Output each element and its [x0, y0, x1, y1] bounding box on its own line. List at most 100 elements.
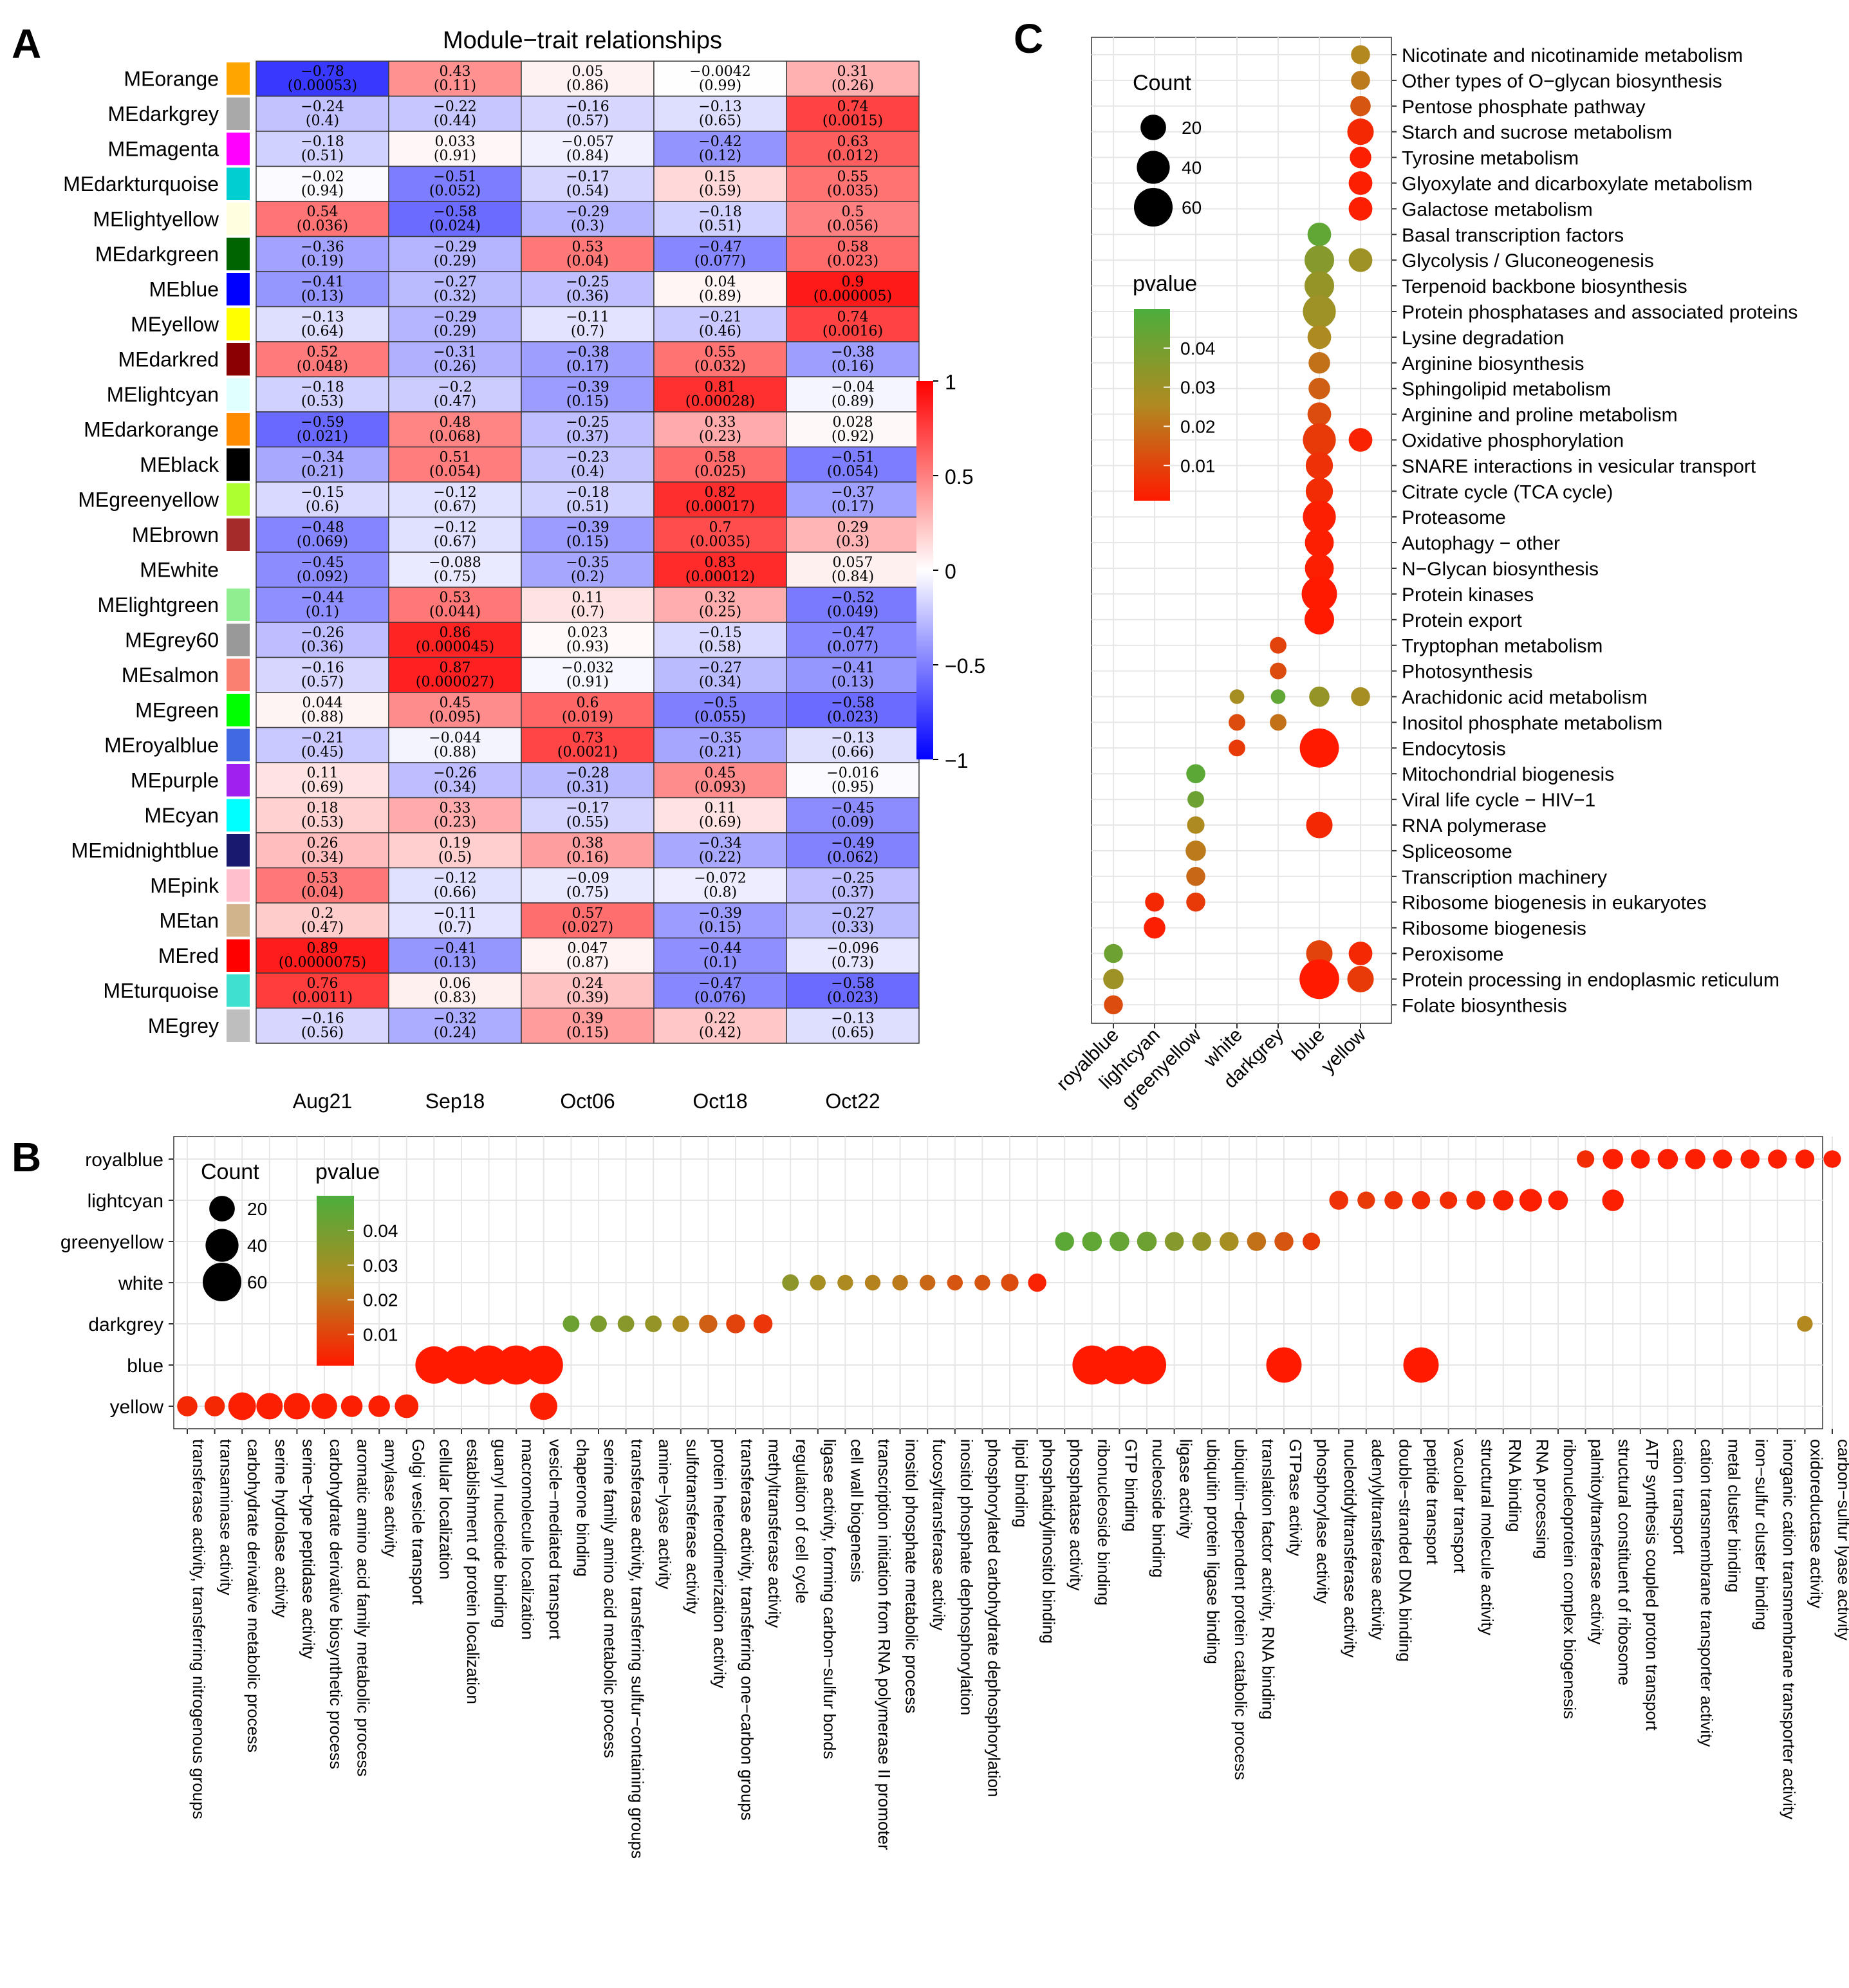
heatmap-cell-p: (0.11) — [434, 78, 476, 94]
heatmap-cell-p: (0.055) — [694, 709, 746, 725]
kegg-pathway-label: Spliceosome — [1402, 841, 1512, 862]
heatmap-cell-p: (0.95) — [832, 779, 874, 795]
heatmap-cell — [521, 552, 655, 588]
panel-label-b-c: C — [1014, 15, 1043, 62]
module-row-label: MEgreen — [135, 698, 219, 721]
heatmap-cell — [786, 622, 920, 658]
go-term-label: transaminase activity — [217, 1439, 236, 1595]
go-dot — [837, 1274, 853, 1291]
kegg-dot — [1348, 197, 1373, 221]
go-dot — [699, 1314, 718, 1333]
heatmap-cell-p: (0.024) — [429, 218, 481, 234]
kegg-dot — [1229, 714, 1245, 731]
heatmap-cell-r: 0.58 — [705, 450, 736, 466]
heatmap-cell-p: (0.12) — [699, 148, 741, 164]
heatmap-cell — [653, 95, 787, 132]
kegg-pathway-label: Basal transcription factors — [1402, 225, 1624, 246]
heatmap-cell — [521, 481, 655, 518]
heatmap-cell-r: −0.29 — [566, 204, 609, 220]
heatmap-cell-p: (0.000027) — [416, 674, 494, 691]
go-term-label: ribonucleoside binding — [1094, 1439, 1113, 1606]
kegg-pvalue-tick-label: 0.04 — [1180, 339, 1216, 358]
heatmap-cell-p: (0.4) — [306, 113, 339, 129]
kegg-dot — [1229, 739, 1245, 757]
go-dot — [1110, 1231, 1129, 1252]
go-term-label: peptide transport — [1423, 1439, 1442, 1565]
heatmap-cell-p: (0.2) — [571, 569, 604, 585]
go-term-label: amylase activity — [381, 1439, 400, 1557]
module-color-swatch — [227, 694, 250, 727]
heatmap-cell-r: 0.51 — [440, 450, 471, 466]
kegg-dot — [1348, 248, 1373, 272]
go-dot — [1492, 1190, 1514, 1211]
heatmap-cell-r: 0.74 — [837, 310, 869, 326]
go-term-label: regulation of cell cycle — [792, 1439, 812, 1604]
heatmap-cell-r: −0.48 — [301, 520, 344, 536]
heatmap-cell-r: 0.48 — [440, 414, 471, 431]
go-dot — [1127, 1345, 1167, 1385]
kegg-dot — [1299, 728, 1339, 768]
module-color-swatch — [227, 273, 250, 306]
kegg-pathway-label: Starch and sucrose metabolism — [1402, 122, 1672, 144]
go-dot — [810, 1274, 826, 1291]
heatmap-cell — [521, 516, 655, 553]
heatmap-row-labels: MEorange MEdarkgrey MEmagenta MEdarkturquoi… — [63, 62, 250, 1042]
go-dot — [1403, 1347, 1439, 1383]
heatmap-cell-r: 0.43 — [440, 64, 471, 80]
module-color-swatch — [227, 799, 250, 831]
go-dot — [590, 1315, 607, 1332]
kegg-dot — [1307, 222, 1332, 246]
heatmap-cell — [388, 727, 522, 763]
go-dot — [395, 1394, 419, 1418]
go-dot — [1602, 1189, 1624, 1211]
kegg-pvalue-tick-label: 0.03 — [1180, 378, 1216, 398]
go-term-label: serine family amino acid metabolic proce… — [600, 1439, 620, 1758]
heatmap-cell-p: (0.56) — [301, 1025, 344, 1041]
heatmap-cell-r: 0.033 — [435, 134, 476, 150]
kegg-dot — [1305, 452, 1333, 479]
go-module-label: lightcyan — [88, 1191, 163, 1212]
module-row-label: MEmidnightblue — [71, 839, 219, 862]
heatmap-cell-r: −0.25 — [566, 274, 609, 290]
heatmap-cell — [256, 762, 389, 799]
heatmap-cell-p: (0.04) — [301, 885, 344, 901]
kegg-pathway-label: Other types of O−glycan biosynthesis — [1402, 71, 1722, 92]
heatmap-cell — [653, 692, 787, 729]
heatmap-cell-r: −0.2 — [438, 380, 472, 396]
colorbar-gradient — [916, 381, 933, 759]
kegg-dot — [1187, 791, 1204, 808]
heatmap-cell-r: 0.87 — [440, 660, 471, 676]
kegg-count-legend-dot — [1137, 151, 1170, 184]
heatmap-cell-r: −0.072 — [694, 871, 746, 887]
heatmap-cell — [388, 411, 522, 448]
go-term-label: sulfotransferase activity — [683, 1439, 702, 1614]
heatmap-cell-r: −0.38 — [566, 344, 609, 360]
go-term-label: ATP synthesis coupled proton transport — [1642, 1439, 1662, 1731]
go-term-label: methyltransferase activity — [765, 1439, 785, 1628]
heatmap-cell-r: −0.13 — [698, 99, 741, 115]
go-dot — [920, 1274, 936, 1291]
module-row-label: MEturquoise — [103, 979, 219, 1002]
kegg-dot — [1351, 71, 1370, 90]
go-count-legend-title: Count — [201, 1160, 259, 1184]
heatmap-cell-r: 0.53 — [440, 590, 471, 606]
heatmap-cell-p: (0.75) — [566, 885, 609, 901]
go-dot — [368, 1395, 390, 1417]
heatmap-cell-r: −0.44 — [301, 590, 344, 606]
heatmap-cell-p: (0.23) — [699, 429, 741, 445]
heatmap-cell-r: −0.38 — [831, 344, 874, 360]
heatmap-cell-p: (0.69) — [699, 815, 741, 831]
heatmap-cell — [521, 95, 655, 132]
go-count-legend-label: 20 — [247, 1199, 267, 1219]
heatmap-cell-r: −0.47 — [698, 239, 741, 255]
kegg-dot — [1303, 500, 1336, 534]
heatmap-cell-p: (0.19) — [301, 254, 344, 270]
heatmap-cell-p: (0.73) — [832, 955, 874, 971]
kegg-dot — [1104, 995, 1123, 1015]
go-dot — [1713, 1149, 1733, 1169]
module-color-swatch — [227, 448, 250, 481]
kegg-dot — [1103, 969, 1124, 990]
kegg-dot — [1306, 940, 1333, 967]
kegg-pathway-label: Ribosome biogenesis in eukaryotes — [1402, 893, 1707, 914]
heatmap-cell — [653, 972, 787, 1009]
